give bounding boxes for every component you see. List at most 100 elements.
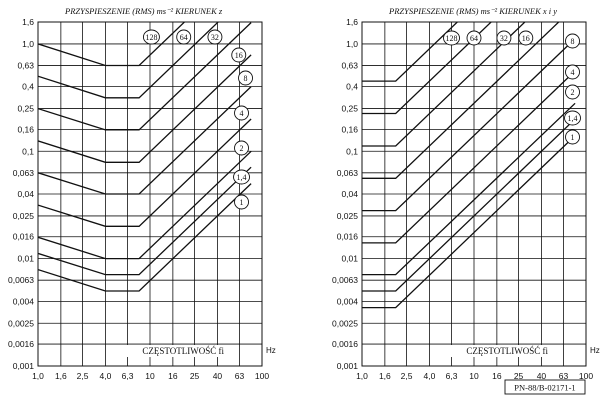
series-badge-1 bbox=[234, 194, 249, 210]
curve-1-4 bbox=[38, 166, 252, 276]
x-tick-label: 63 bbox=[235, 371, 245, 381]
x-tick-label: 100 bbox=[579, 371, 593, 381]
x-tick-label: 63 bbox=[559, 371, 569, 381]
x-axis-unit: Hz bbox=[266, 346, 276, 355]
chart-title: PRZYSPIESZENIE (RMS) ms⁻² KIERUNEK x i y bbox=[388, 6, 557, 16]
x-tick-label: 1,6 bbox=[379, 371, 391, 381]
stamp-box bbox=[504, 379, 586, 395]
series-badge-2 bbox=[565, 84, 580, 100]
x-tick-label: 25 bbox=[514, 371, 524, 381]
x-tick-label: 10 bbox=[469, 371, 479, 381]
x-tick-label: 1,0 bbox=[356, 371, 368, 381]
y-tick-label: 0,001 bbox=[337, 361, 359, 371]
y-tick-label: 0,063 bbox=[13, 168, 35, 178]
y-tick-label: 0,001 bbox=[13, 361, 35, 371]
y-tick-label: 0,4 bbox=[22, 82, 34, 92]
y-tick-label: 0,1 bbox=[22, 146, 34, 156]
x-axis-label: CZĘSTOTLIWOŚĆ fi bbox=[142, 346, 224, 356]
x-axis-label-bg bbox=[448, 345, 554, 357]
series-badge-4-label: 4 bbox=[240, 109, 244, 118]
stamp-text: PN-88/B-02171-1 bbox=[514, 383, 575, 393]
y-tick-label: 0,01 bbox=[17, 254, 34, 264]
series-badge-16-label: 16 bbox=[522, 34, 530, 43]
curve-1 bbox=[38, 183, 252, 292]
y-tick-label: 1,0 bbox=[22, 39, 34, 49]
curve-8 bbox=[362, 38, 576, 212]
y-tick-label: 0,0063 bbox=[8, 275, 34, 285]
series-badge-1-4-label: 1,4 bbox=[237, 173, 247, 182]
series-badge-128-label: 128 bbox=[446, 34, 458, 43]
series-badge-1-4 bbox=[233, 169, 250, 185]
y-tick-label: 0,004 bbox=[13, 296, 35, 306]
x-tick-label: 2,5 bbox=[401, 371, 413, 381]
y-tick-label: 0,063 bbox=[337, 168, 359, 178]
series-badge-64 bbox=[466, 30, 482, 46]
x-tick-label: 40 bbox=[213, 371, 223, 381]
series-badge-8 bbox=[238, 70, 253, 86]
y-tick-label: 0,25 bbox=[17, 104, 34, 114]
x-tick-label: 6,3 bbox=[122, 371, 134, 381]
y-tick-label: 0,01 bbox=[341, 254, 358, 264]
x-tick-label: 25 bbox=[190, 371, 200, 381]
curve-128 bbox=[362, 22, 459, 82]
x-tick-label: 2,5 bbox=[77, 371, 89, 381]
series-badge-8-label: 8 bbox=[244, 74, 248, 83]
chart-direction-z: 1,6 1,0 0,63 0,4 0,25 0,16 0,1 0,063 0,04 0,025 0,… bbox=[8, 5, 276, 381]
series-badge-64-label: 64 bbox=[180, 33, 188, 42]
series-badge-2-label: 2 bbox=[571, 88, 575, 97]
curve-1 bbox=[362, 135, 576, 309]
series-badge-1-label: 1 bbox=[571, 133, 575, 142]
y-tick-label: 0,025 bbox=[337, 211, 359, 221]
y-tick-label: 1,6 bbox=[22, 17, 34, 27]
series-badge-4 bbox=[565, 64, 580, 80]
curve-8 bbox=[38, 86, 252, 195]
y-tick-label: 0,16 bbox=[341, 124, 358, 134]
series-badge-32 bbox=[207, 29, 223, 45]
y-tick-label: 0,004 bbox=[337, 296, 359, 306]
y-tick-label: 0,025 bbox=[13, 211, 35, 221]
standard-stamp: PN-88/B-02171-1 bbox=[504, 379, 586, 395]
y-tick-label: 0,04 bbox=[341, 189, 358, 199]
y-tick-label: 0,04 bbox=[17, 189, 34, 199]
y-tick-label: 0,0025 bbox=[332, 318, 358, 328]
series-badge-128 bbox=[142, 29, 160, 45]
curve-64 bbox=[362, 22, 493, 115]
series-badge-4-label: 4 bbox=[571, 68, 575, 77]
curve-64 bbox=[38, 22, 220, 99]
y-tick-label: 0,0016 bbox=[8, 339, 34, 349]
plot-frame bbox=[37, 21, 263, 367]
chart-direction-xy: 1,6 1,0 0,63 0,4 0,25 0,16 0,1 0,063 0,04 0,025 0,… bbox=[332, 5, 600, 381]
series-badge-4 bbox=[234, 105, 249, 121]
series-badge-2 bbox=[234, 140, 249, 156]
x-tick-label: 1,0 bbox=[32, 371, 44, 381]
x-tick-label: 100 bbox=[255, 371, 269, 381]
series-badge-1 bbox=[565, 129, 580, 145]
chart-title-bg bbox=[386, 5, 562, 17]
series-badge-64 bbox=[176, 29, 192, 45]
curve-2 bbox=[38, 150, 252, 260]
curve-16 bbox=[362, 22, 560, 179]
series-badge-2-label: 2 bbox=[240, 144, 244, 153]
y-tick-label: 0,25 bbox=[341, 104, 358, 114]
y-tick-label: 0,016 bbox=[13, 232, 35, 242]
series-badge-1-4-label: 1,4 bbox=[568, 114, 578, 123]
plot-frame bbox=[361, 21, 587, 367]
x-tick-label: 4,0 bbox=[424, 371, 436, 381]
x-tick-label: 4,0 bbox=[100, 371, 112, 381]
series-badge-128-label: 128 bbox=[145, 33, 157, 42]
curves bbox=[38, 22, 252, 292]
y-tick-label: 0,0063 bbox=[332, 275, 358, 285]
series-badge-8-label: 8 bbox=[571, 37, 575, 46]
curve-4 bbox=[38, 118, 252, 227]
x-axis-unit: Hz bbox=[590, 346, 600, 355]
y-tick-label: 0,4 bbox=[346, 82, 358, 92]
x-tick-label: 40 bbox=[537, 371, 547, 381]
x-tick-label: 16 bbox=[492, 371, 502, 381]
y-tick-label: 1,0 bbox=[346, 39, 358, 49]
x-tick-label: 16 bbox=[168, 371, 178, 381]
curve-32 bbox=[38, 22, 252, 131]
chart-title: PRZYSPIESZENIE (RMS) ms⁻² KIERUNEK z bbox=[64, 6, 223, 16]
x-tick-label: 6,3 bbox=[446, 371, 458, 381]
y-tick-label: 0,0025 bbox=[8, 318, 34, 328]
